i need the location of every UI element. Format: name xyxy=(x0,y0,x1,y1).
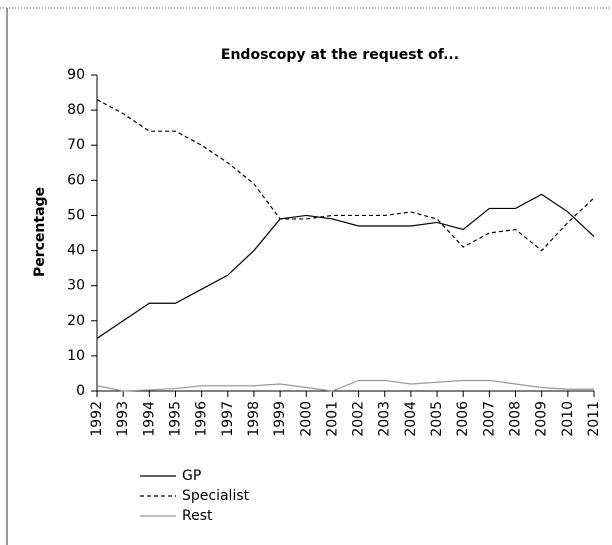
y-axis-label: Percentage xyxy=(32,187,48,277)
x-tick-label: 2005 xyxy=(429,401,445,437)
y-tick-label: 0 xyxy=(76,383,85,399)
x-tick-label: 1995 xyxy=(167,401,183,437)
x-tick-label: 1992 xyxy=(89,401,105,437)
x-tick-label: 2009 xyxy=(534,401,550,437)
series-line xyxy=(96,379,594,392)
y-tick-label: 10 xyxy=(67,348,85,364)
x-tick-label: 2004 xyxy=(403,401,419,437)
chart-title: Endoscopy at the request of... xyxy=(221,47,459,63)
y-tick-label: 20 xyxy=(67,313,85,329)
legend-label: Rest xyxy=(182,508,213,524)
y-tick-label: 60 xyxy=(67,172,85,188)
series-line xyxy=(96,193,595,339)
x-tick-label: 2011 xyxy=(586,401,602,437)
y-tick-label: 40 xyxy=(67,243,85,259)
x-tick-label: 2000 xyxy=(298,401,314,437)
x-tick-label: 1998 xyxy=(246,401,262,437)
x-tick-label: 1999 xyxy=(272,401,288,437)
x-tick-label: 2006 xyxy=(455,401,471,437)
x-tick-label: 2008 xyxy=(508,401,524,437)
legend-label: Specialist xyxy=(182,488,250,504)
x-tick-label: 2003 xyxy=(377,401,393,437)
series-line xyxy=(96,99,595,252)
x-tick-label: 2007 xyxy=(481,401,497,437)
y-tick-label: 70 xyxy=(67,137,85,153)
legend-label: GP xyxy=(182,468,201,484)
x-tick-label: 2010 xyxy=(560,401,576,437)
x-tick-label: 1994 xyxy=(141,401,157,437)
x-tick-label: 2002 xyxy=(351,401,367,437)
x-tick-label: 1993 xyxy=(115,401,131,437)
y-tick-label: 80 xyxy=(67,102,85,118)
x-tick-label: 1997 xyxy=(220,401,236,437)
x-tick-label: 1996 xyxy=(194,401,210,437)
y-tick-label: 30 xyxy=(67,278,85,294)
y-tick-label: 90 xyxy=(67,67,85,83)
x-tick-label: 2001 xyxy=(324,401,340,437)
y-tick-label: 50 xyxy=(67,207,85,223)
